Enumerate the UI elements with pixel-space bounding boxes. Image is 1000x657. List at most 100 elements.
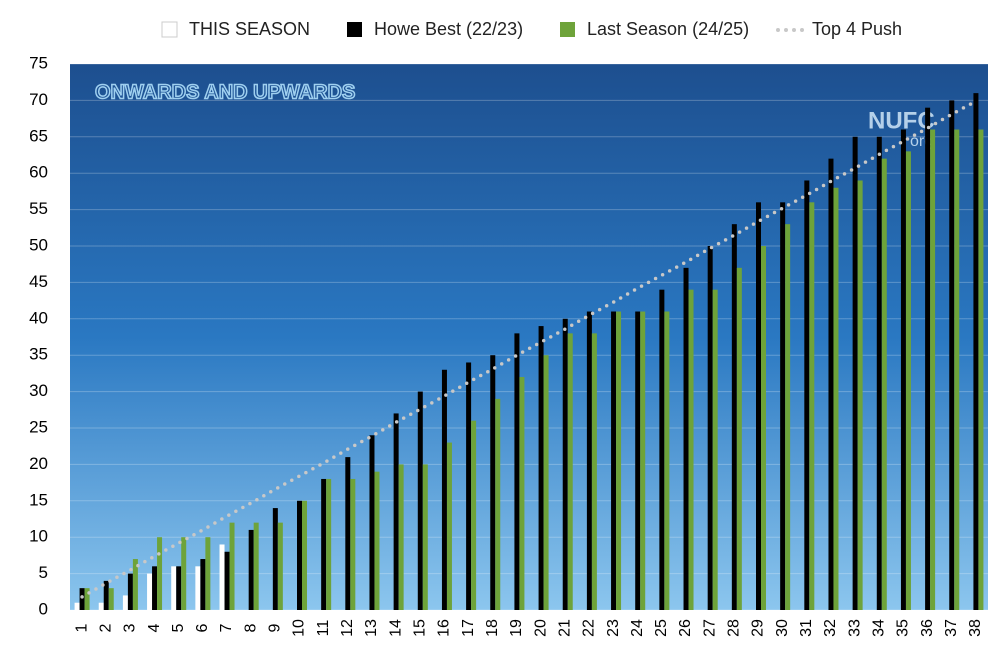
- x-tick-label: 3: [122, 623, 139, 632]
- bar: [321, 478, 327, 610]
- bar: [562, 318, 568, 610]
- bar: [905, 151, 911, 611]
- bar: [417, 391, 423, 610]
- bar: [930, 129, 936, 610]
- x-tick-label: 31: [798, 619, 815, 637]
- bar: [780, 202, 786, 610]
- legend-label: Howe Best (22/23): [374, 19, 523, 39]
- bar: [761, 246, 766, 610]
- bar: [973, 93, 979, 611]
- bar: [224, 551, 230, 610]
- bar: [538, 326, 544, 610]
- bar: [350, 478, 356, 610]
- bar: [152, 566, 158, 610]
- bar: [954, 129, 960, 610]
- x-tick-label: 36: [919, 619, 936, 637]
- bar: [205, 537, 211, 610]
- bar: [664, 311, 670, 610]
- y-tick-label: 65: [29, 126, 48, 145]
- bar: [369, 435, 375, 610]
- x-tick-label: 24: [629, 619, 646, 637]
- bar: [828, 158, 834, 610]
- bar: [586, 311, 592, 610]
- x-tick-label: 18: [484, 619, 501, 637]
- bar: [804, 180, 810, 611]
- bar: [857, 180, 863, 611]
- bar: [616, 311, 622, 610]
- chart-title: ONWARDS AND UPWARDS: [95, 81, 355, 103]
- bar: [567, 333, 573, 610]
- bar: [471, 420, 477, 610]
- bar: [272, 508, 278, 610]
- x-tick-label: 17: [460, 619, 477, 637]
- bar: [229, 522, 235, 610]
- x-tick-label: 38: [967, 619, 984, 637]
- x-tick-label: 12: [339, 619, 356, 637]
- x-tick-label: 1: [73, 623, 90, 632]
- bar: [514, 333, 520, 610]
- x-tick-label: 20: [532, 619, 549, 637]
- x-tick-label: 10: [291, 619, 308, 637]
- bar: [79, 588, 85, 610]
- bar: [157, 537, 163, 610]
- x-tick-label: 11: [315, 620, 332, 637]
- legend-label: Top 4 Push: [812, 19, 902, 39]
- x-tick-label: 19: [508, 619, 525, 637]
- bar: [495, 398, 501, 610]
- bar: [302, 500, 307, 610]
- x-tick-label: 7: [218, 623, 235, 632]
- legend-swatch: [560, 22, 575, 37]
- y-tick-label: 30: [29, 381, 48, 400]
- bar: [519, 377, 525, 610]
- bar: [756, 202, 761, 610]
- bar: [147, 573, 153, 610]
- bar: [277, 522, 283, 610]
- bar: [900, 129, 906, 610]
- bar: [181, 537, 187, 610]
- bar: [949, 100, 955, 611]
- x-tick-label: 30: [774, 619, 791, 637]
- bar: [200, 559, 206, 610]
- x-tick-label: 8: [242, 623, 259, 632]
- x-tick-label: 28: [726, 619, 743, 637]
- bar: [84, 588, 90, 610]
- x-tick-label: 27: [701, 619, 718, 637]
- x-tick-label: 34: [871, 619, 888, 637]
- y-tick-label: 15: [29, 490, 48, 509]
- legend-label: THIS SEASON: [189, 19, 310, 39]
- bar: [345, 457, 351, 610]
- x-tick-label: 2: [97, 623, 114, 632]
- y-tick-label: 55: [29, 199, 48, 218]
- y-tick-label: 35: [29, 345, 48, 364]
- bar: [108, 588, 114, 610]
- y-tick-label: 45: [29, 272, 48, 291]
- bar: [297, 500, 302, 610]
- bar: [543, 355, 549, 610]
- bar: [809, 202, 815, 610]
- bar: [103, 580, 109, 610]
- bar: [591, 333, 597, 610]
- y-tick-label: 25: [29, 417, 48, 436]
- y-tick-label: 10: [29, 527, 48, 546]
- x-tick-label: 22: [581, 619, 598, 637]
- x-tick-label: 23: [605, 619, 622, 637]
- bar: [635, 311, 641, 610]
- bar: [127, 573, 133, 610]
- bar: [833, 187, 839, 610]
- bar: [731, 224, 737, 610]
- bar: [132, 559, 138, 610]
- bar: [712, 289, 718, 610]
- y-tick-label: 5: [39, 563, 48, 582]
- x-tick-label: 6: [194, 623, 211, 632]
- x-tick-label: 14: [387, 619, 404, 637]
- bar: [253, 522, 259, 610]
- bar: [195, 566, 201, 610]
- x-tick-label: 15: [412, 619, 429, 637]
- bar: [248, 529, 254, 610]
- bar: [785, 224, 791, 610]
- x-tick-label: 21: [556, 619, 573, 637]
- bar: [122, 595, 128, 610]
- x-tick-label: 5: [170, 623, 187, 632]
- bar: [925, 107, 931, 611]
